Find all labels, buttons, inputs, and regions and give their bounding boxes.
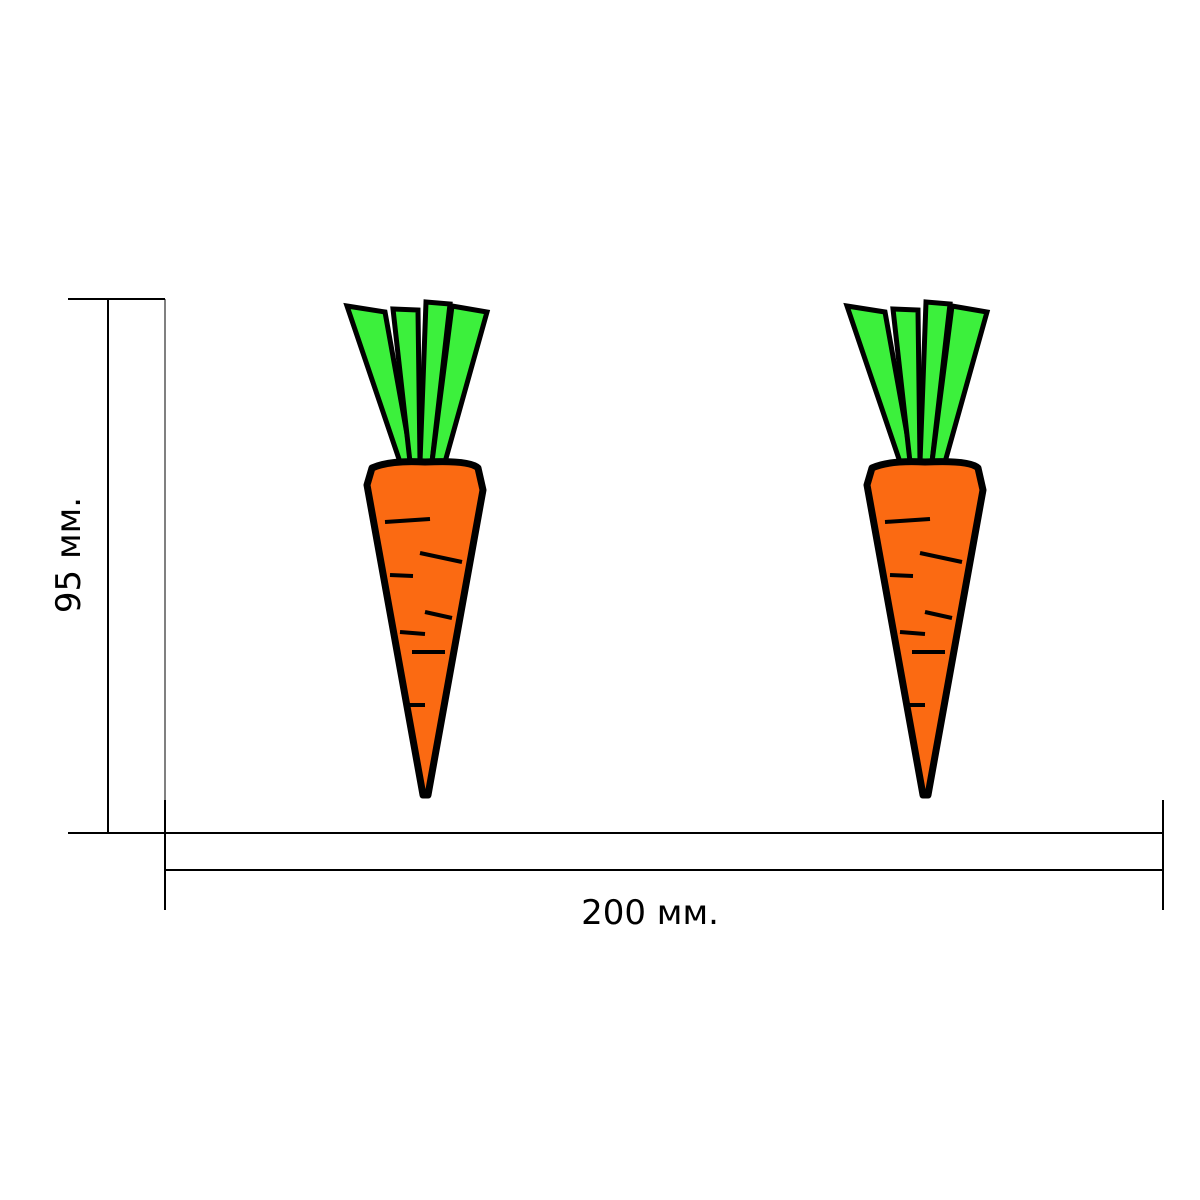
width-label: 200 мм. — [581, 893, 719, 933]
height-dimension — [68, 298, 166, 834]
carrot — [347, 302, 487, 795]
carrot — [847, 302, 987, 795]
width-dimension — [164, 800, 1164, 910]
height-label: 95 мм. — [49, 497, 89, 613]
